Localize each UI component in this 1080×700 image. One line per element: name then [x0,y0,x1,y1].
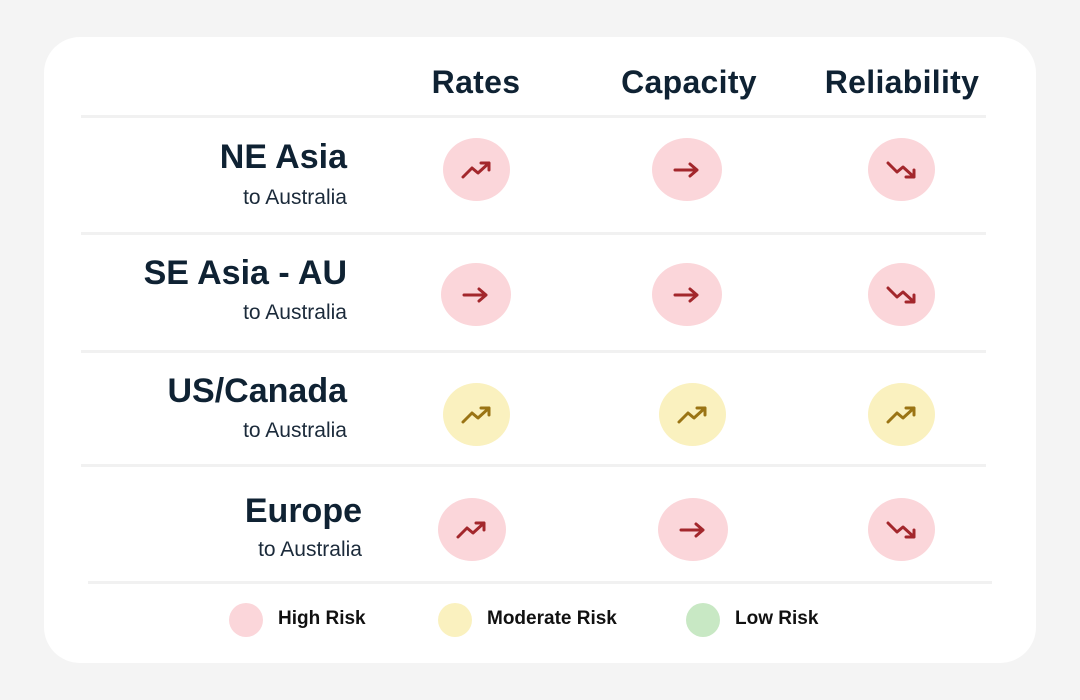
arrow-right-icon [673,287,699,302]
column-header-capacity: Capacity [621,64,757,100]
trending-up-icon [886,406,915,423]
indicator-se-asia-au-reliability [868,263,935,326]
route-name-se-asia-au: SE Asia - AU [143,254,347,292]
legend-label-low-risk: Low Risk [735,608,819,629]
trending-up-icon [456,521,486,538]
divider-row-3 [81,464,986,467]
divider-row-2 [81,350,986,353]
indicator-europe-capacity [658,498,728,561]
trending-down-icon [886,161,915,178]
route-subtitle-ne-asia: to Australia [243,186,347,209]
trending-down-icon [886,521,915,538]
legend-swatch-high-risk [229,603,263,637]
route-name-us-canada: US/Canada [167,372,348,410]
indicator-europe-reliability [868,498,935,561]
column-header-rates: Rates [431,64,521,100]
arrow-right-icon [673,162,699,177]
trending-down-icon [886,286,915,303]
legend-swatch-low-risk [686,603,720,637]
route-name-europe: Europe [244,492,362,530]
divider-row-4 [88,581,992,584]
legend-label-high-risk: High Risk [278,608,366,629]
column-header-reliability: Reliability [824,64,980,100]
indicator-us-canada-reliability [868,383,935,446]
trending-up-icon [677,406,706,423]
divider-header [81,115,986,118]
route-subtitle-europe: to Australia [258,538,362,561]
route-subtitle-us-canada: to Australia [243,419,347,442]
legend-swatch-moderate-risk [438,603,472,637]
indicator-ne-asia-capacity [652,138,722,201]
indicator-europe-rates [438,498,506,561]
arrow-right-icon [679,522,705,537]
trending-up-icon [461,406,490,423]
legend-label-moderate-risk: Moderate Risk [487,608,617,629]
indicator-us-canada-rates [443,383,510,446]
indicator-ne-asia-reliability [868,138,935,201]
indicator-ne-asia-rates [443,138,510,201]
indicator-se-asia-au-capacity [652,263,722,326]
arrow-right-icon [462,287,488,302]
route-name-ne-asia: NE Asia [219,138,347,176]
trending-up-icon [461,161,490,178]
divider-row-1 [81,232,986,235]
indicator-se-asia-au-rates [441,263,511,326]
route-subtitle-se-asia-au: to Australia [243,301,347,324]
indicator-us-canada-capacity [659,383,726,446]
